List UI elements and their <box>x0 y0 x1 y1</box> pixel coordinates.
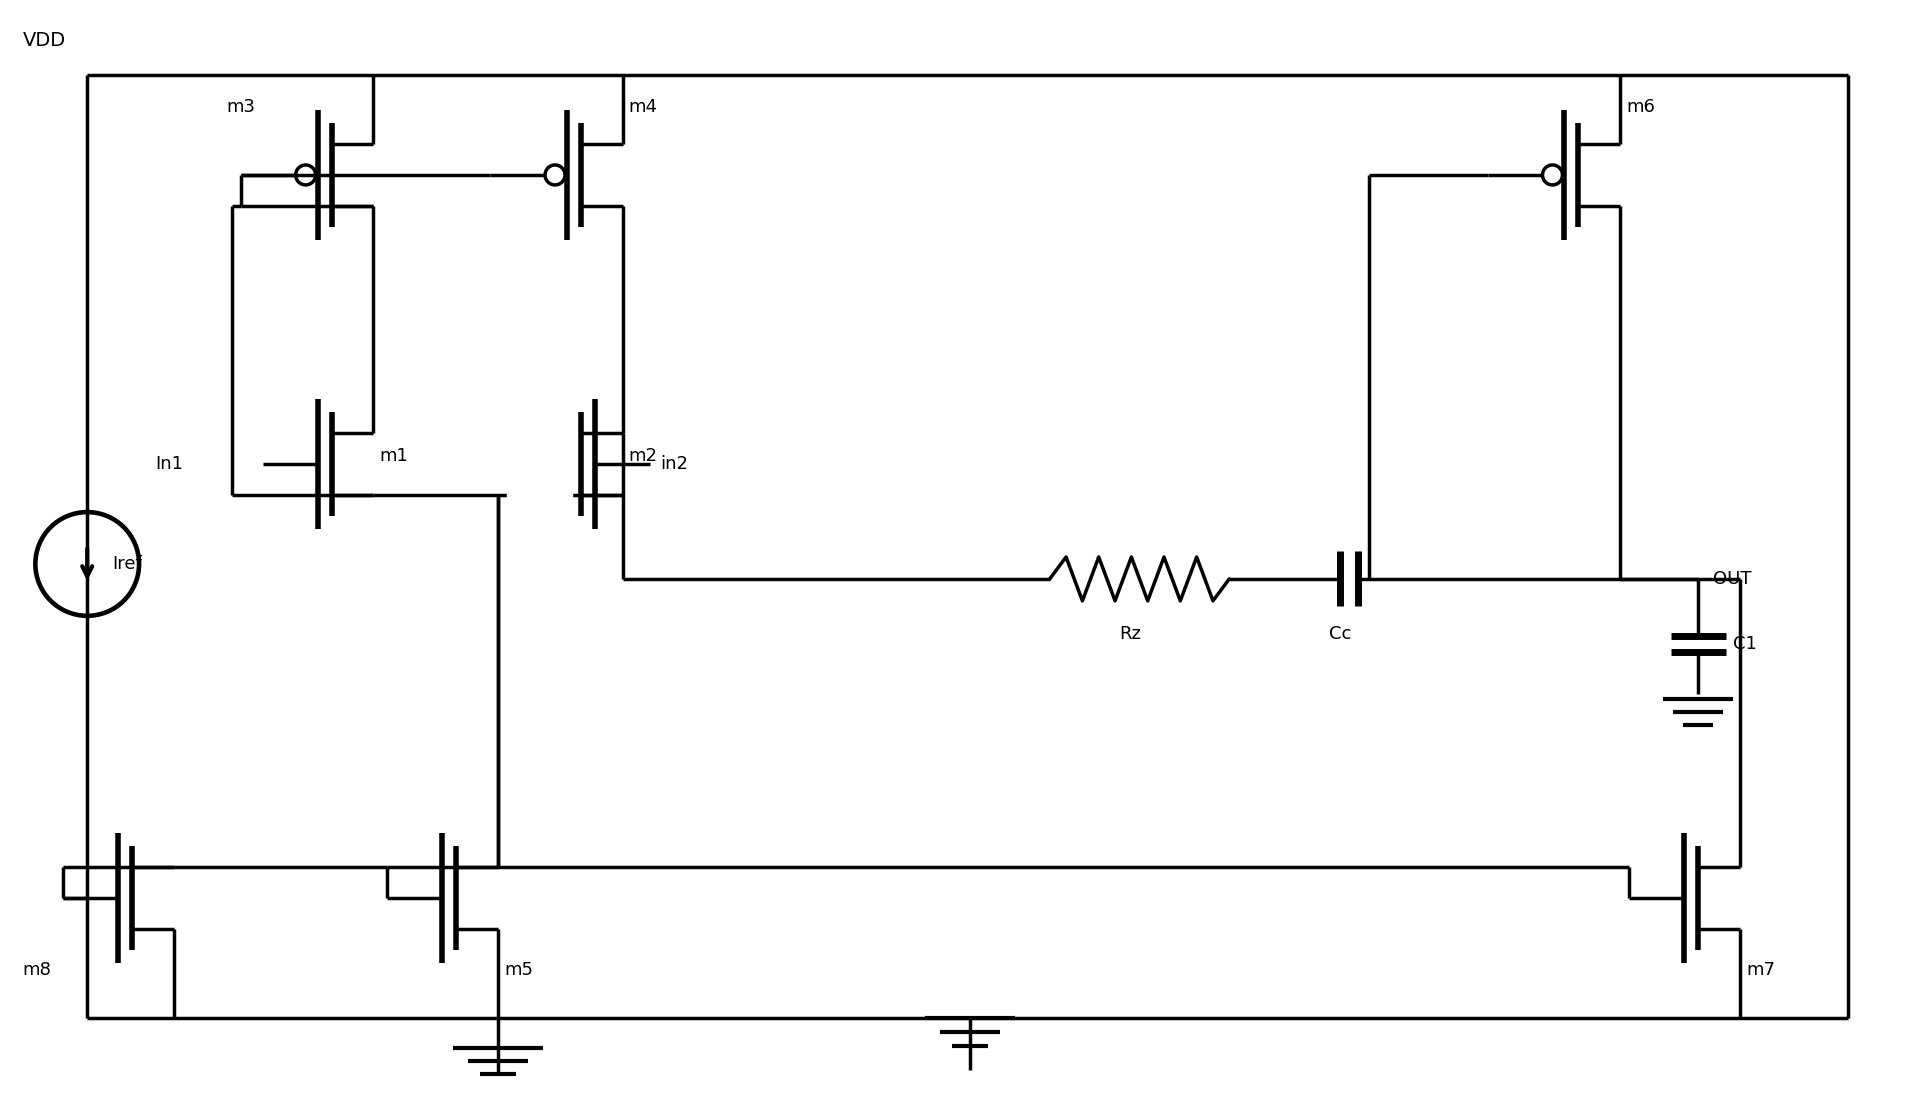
Text: m8: m8 <box>23 961 52 979</box>
Text: m3: m3 <box>227 98 256 116</box>
Text: OUT: OUT <box>1712 570 1752 587</box>
Text: In1: In1 <box>155 455 183 474</box>
Text: VDD: VDD <box>23 31 65 50</box>
Text: Iref: Iref <box>113 555 141 573</box>
Text: m2: m2 <box>628 447 659 465</box>
Text: m4: m4 <box>628 98 659 116</box>
Polygon shape <box>508 395 573 534</box>
Text: m7: m7 <box>1747 961 1775 979</box>
Text: m1: m1 <box>380 447 409 465</box>
Text: Cc: Cc <box>1329 625 1352 643</box>
Text: Rz: Rz <box>1119 625 1142 643</box>
Text: m5: m5 <box>504 961 533 979</box>
Text: m6: m6 <box>1626 98 1655 116</box>
Text: C1: C1 <box>1733 635 1756 653</box>
Text: in2: in2 <box>661 455 687 474</box>
